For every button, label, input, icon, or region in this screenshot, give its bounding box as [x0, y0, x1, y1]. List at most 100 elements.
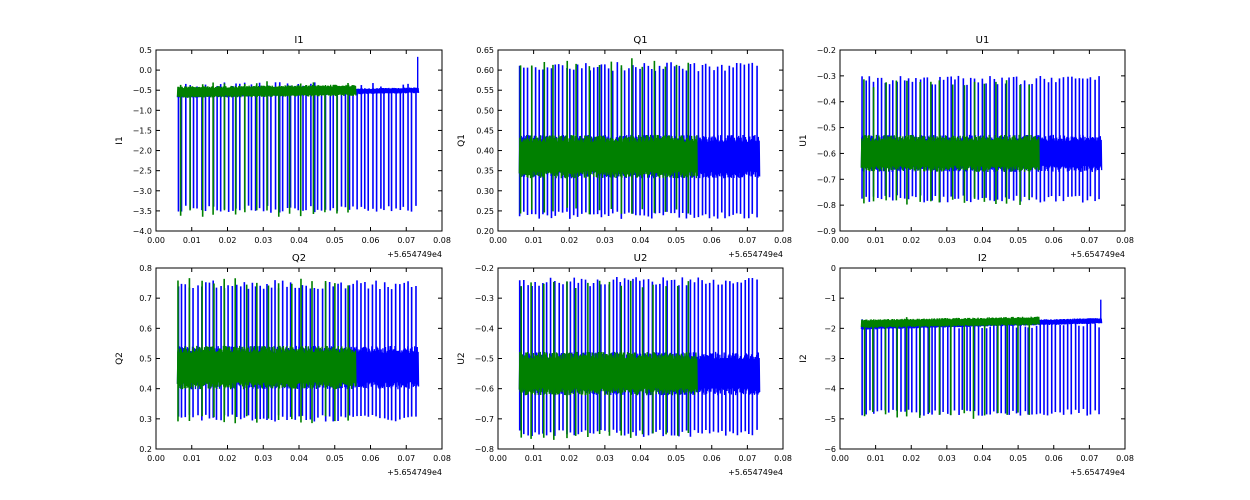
x-tick-label: 0.06: [1045, 454, 1063, 463]
x-tick-label: 0.00: [489, 236, 507, 245]
x-offset-label: +5.654749e4: [1070, 250, 1125, 259]
x-tick-label: 0.08: [1116, 236, 1134, 245]
x-tick-label: 0.04: [632, 454, 650, 463]
series-green-trace: [518, 134, 698, 179]
y-tick-label: −0.6: [475, 385, 494, 394]
x-tick-label: 0.01: [867, 236, 885, 245]
y-tick-label: 0.6: [139, 324, 152, 333]
x-tick-label: 0.02: [560, 236, 578, 245]
y-tick-label: 0.7: [139, 294, 152, 303]
x-tick-label: 0.05: [667, 454, 685, 463]
chart-title: Q1: [633, 35, 647, 46]
y-tick-label: 0.30: [476, 187, 494, 196]
x-tick-label: 0.07: [1080, 454, 1098, 463]
chart-title: I2: [978, 253, 987, 264]
x-tick-label: 0.03: [596, 236, 614, 245]
series-green: [860, 79, 1040, 205]
x-tick-label: 0.06: [703, 236, 721, 245]
chart-title: I1: [294, 35, 303, 46]
y-axis-label: I1: [115, 136, 125, 144]
x-tick-label: 0.08: [774, 236, 792, 245]
y-axis-label: Q1: [457, 134, 467, 147]
series-green-trace: [176, 345, 357, 390]
x-tick-label: 0.04: [632, 236, 650, 245]
y-tick-label: −6: [824, 445, 836, 454]
x-tick-label: 0.01: [183, 454, 201, 463]
series-green: [518, 280, 698, 440]
x-tick-label: 0.07: [1080, 236, 1098, 245]
y-tick-label: 0.25: [476, 207, 494, 216]
axes-U1: 0.00 0.01 0.02 0.03 0.04 0.05 0.06 0.07 0.08 −0.2…: [799, 35, 1134, 259]
y-tick-label: 0: [831, 264, 836, 273]
axes-Q1: 0.00 0.01 0.02 0.03 0.04 0.05 0.06 0.07 0.08 0.65…: [457, 35, 792, 259]
x-offset-label: +5.654749e4: [387, 250, 442, 259]
x-tick-label: 0.00: [147, 454, 165, 463]
x-tick-label: 0.07: [397, 236, 415, 245]
x-tick-label: 0.07: [738, 454, 756, 463]
y-tick-label: −4: [824, 385, 836, 394]
chart-title: U1: [976, 35, 990, 46]
x-tick-label: 0.01: [525, 236, 543, 245]
x-tick-label: 0.01: [525, 454, 543, 463]
y-tick-label: −1.5: [133, 126, 152, 135]
y-axis-label: Q2: [115, 352, 125, 365]
y-tick-label: −0.5: [133, 86, 152, 95]
y-tick-label: −0.4: [475, 324, 494, 333]
chart-title: U2: [634, 253, 648, 264]
y-tick-label: −0.5: [475, 355, 494, 364]
y-tick-label: −0.3: [817, 72, 836, 81]
y-tick-label: −0.7: [817, 175, 836, 184]
x-tick-label: 0.03: [938, 236, 956, 245]
x-tick-label: 0.05: [326, 454, 344, 463]
x-tick-label: 0.06: [1045, 236, 1063, 245]
y-tick-label: 0.55: [476, 86, 494, 95]
y-tick-label: −0.7: [475, 415, 494, 424]
y-tick-label: −0.9: [817, 227, 836, 236]
axes-I1: 0.00 0.01 0.02 0.03 0.04 0.05 0.06 0.07 0.08 0.5 0…: [115, 35, 451, 259]
y-tick-label: −0.2: [475, 264, 494, 273]
y-tick-label: 0.50: [476, 106, 494, 115]
series-green-trace: [860, 134, 1040, 172]
x-tick-label: 0.06: [362, 236, 380, 245]
series-green: [176, 278, 357, 424]
x-offset-label: +5.654749e4: [1070, 468, 1125, 477]
x-tick-label: 0.03: [254, 454, 272, 463]
x-tick-label: 0.02: [902, 236, 920, 245]
y-axis-label: U1: [799, 134, 809, 146]
y-tick-label: 0.8: [139, 264, 152, 273]
x-tick-label: 0.01: [183, 236, 201, 245]
x-tick-label: 0.05: [667, 236, 685, 245]
axes-I2: 0.00 0.01 0.02 0.03 0.04 0.05 0.06 0.07 0.08 0 −1 −…: [799, 253, 1134, 477]
x-tick-label: 0.00: [489, 454, 507, 463]
y-tick-label: −0.5: [817, 124, 836, 133]
x-tick-label: 0.03: [596, 454, 614, 463]
series-green: [518, 58, 698, 215]
y-tick-label: 0.3: [139, 415, 152, 424]
x-tick-label: 0.07: [397, 454, 415, 463]
x-tick-label: 0.08: [1116, 454, 1134, 463]
x-offset-label: +5.654749e4: [728, 250, 783, 259]
y-tick-label: −2.5: [133, 167, 152, 176]
y-tick-label: −4.0: [133, 227, 152, 236]
x-tick-label: 0.06: [703, 454, 721, 463]
x-tick-label: 0.05: [1009, 454, 1027, 463]
y-tick-label: 0.20: [476, 227, 494, 236]
x-tick-label: 0.04: [290, 454, 308, 463]
x-tick-label: 0.01: [867, 454, 885, 463]
x-tick-label: 0.03: [938, 454, 956, 463]
x-tick-label: 0.08: [433, 236, 451, 245]
x-tick-label: 0.05: [1009, 236, 1027, 245]
y-tick-label: −2: [824, 324, 836, 333]
x-offset-label: +5.654749e4: [728, 468, 783, 477]
series-green-trace: [518, 351, 698, 396]
axes-U2: 0.00 0.01 0.02 0.03 0.04 0.05 0.06 0.07 0.08 −0.2…: [457, 253, 792, 477]
y-tick-label: 0.65: [476, 46, 494, 55]
x-tick-label: 0.04: [974, 236, 992, 245]
x-tick-label: 0.00: [147, 236, 165, 245]
x-tick-label: 0.02: [902, 454, 920, 463]
y-tick-label: 0.5: [139, 46, 152, 55]
y-tick-label: 0.35: [476, 167, 494, 176]
y-tick-label: 0.5: [139, 355, 152, 364]
y-tick-label: 0.45: [476, 126, 494, 135]
y-axis-label: I2: [799, 354, 809, 362]
